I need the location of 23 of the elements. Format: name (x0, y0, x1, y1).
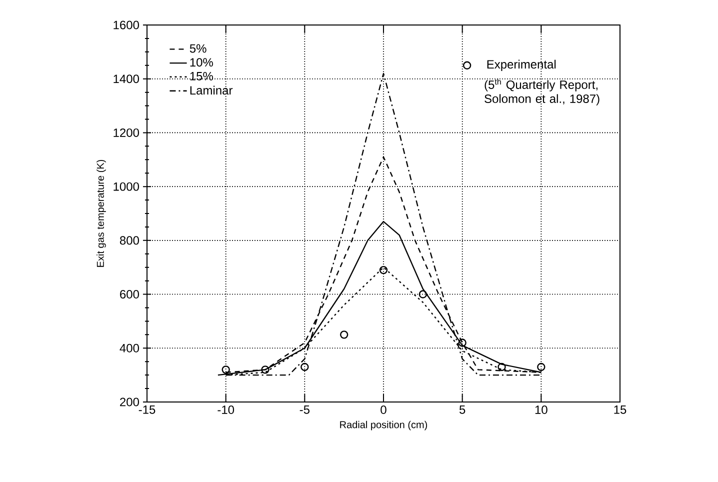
y-tick-label: 600 (120, 290, 140, 299)
x-tick-label: -5 (300, 406, 310, 414)
y-tick-label: 200 (120, 398, 140, 406)
x-axis-title: Radial position (cm) (340, 420, 428, 430)
y-tick-label: 400 (120, 344, 140, 352)
y-tick-label: 1600 (114, 20, 140, 30)
x-tick-label: 15 (614, 406, 626, 414)
y-axis-title: Exit gas temperature (K) (96, 160, 106, 267)
legend-label: Experimental (487, 60, 556, 71)
y-tick-label: 1400 (114, 74, 140, 84)
legend-label: 10% (190, 58, 213, 67)
x-tick-label: 10 (535, 406, 548, 414)
x-tick-label: -15 (138, 406, 156, 414)
y-tick-label: 1200 (114, 128, 140, 137)
x-tick-label: 0 (380, 406, 386, 414)
x-tick-label: 5 (459, 406, 466, 414)
legend-label: 15% (190, 72, 213, 80)
y-tick-label: 1000 (114, 182, 140, 191)
legend-label: Laminar (190, 86, 233, 95)
x-tick-label: -10 (218, 406, 234, 414)
legend-label: 5% (190, 44, 206, 53)
y-tick-label: 800 (120, 236, 140, 245)
annotation: (5$^{th}$ Quarterly Report, Solomon et al., 1987) (484, 78, 600, 106)
